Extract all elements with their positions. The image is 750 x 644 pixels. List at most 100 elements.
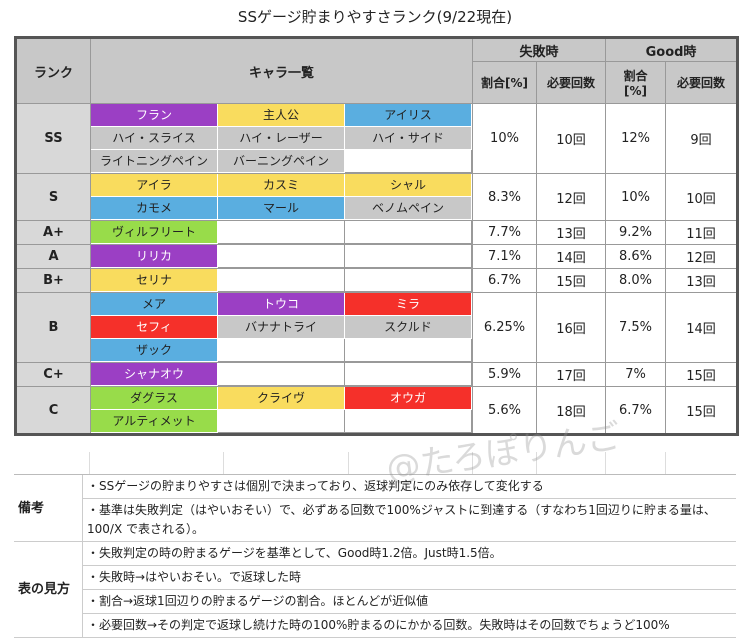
header-good-rate: 割合 [%] <box>605 61 667 104</box>
character-list: ヴィルフリート <box>90 220 473 245</box>
character-chip: スクルド <box>345 316 472 339</box>
empty-cell <box>345 410 472 433</box>
character-list: アイラ カスミ シャルカモメ マール ベノムペイン <box>90 173 473 221</box>
good-count-value: 15回 <box>665 362 739 387</box>
character-list: フラン 主人公 アイリスハイ・スライス ハイ・レーザー ハイ・サイドライトニングペインバ… <box>90 103 473 174</box>
character-chip: ハイ・スライス <box>91 127 218 150</box>
character-chip: ハイ・サイド <box>345 127 472 150</box>
note-text: ・SSゲージの貯まりやすさは個別で決まっており、返球判定にのみ依存して変化する <box>82 475 736 499</box>
character-chip: クライヴ <box>218 387 345 410</box>
empty-cell <box>218 339 345 362</box>
good-count-value: 12回 <box>665 244 739 269</box>
header-fail-count: 必要回数 <box>535 61 607 104</box>
empty-cell <box>345 269 472 292</box>
fail-count-value: 15回 <box>535 268 607 293</box>
good-count-value: 14回 <box>665 292 739 363</box>
empty-cell <box>345 363 472 386</box>
good-rate-value: 6.7% <box>605 386 667 435</box>
character-chip: ザック <box>91 339 218 362</box>
note-row: 表の見方 ・失敗判定の時の貯まるゲージを基準として、Good時1.2倍。Just時… <box>14 541 736 638</box>
character-chip: オウガ <box>345 387 472 410</box>
character-list: メア トウコ ミラ セフィ バナナトライ スクルド ザック <box>90 292 473 363</box>
character-chip: 主人公 <box>218 104 345 127</box>
empty-cell <box>218 269 345 292</box>
rank-row: C+ シャナオウ 5.9% 17回 7% 15回 <box>15 362 739 387</box>
character-chip: メア <box>91 293 218 316</box>
character-chip: シャル <box>345 174 472 197</box>
character-chip: フラン <box>91 104 218 127</box>
notes-table: 備考 ・SSゲージの貯まりやすさは個別で決まっており、返球判定にのみ依存して変化す… <box>14 475 736 638</box>
note-text: ・割合→返球1回辺りの貯まるゲージの割合。ほとんどが近似値 <box>82 589 736 614</box>
character-chip: カモメ <box>91 197 218 220</box>
empty-cell <box>218 221 345 244</box>
header-good: Good時 <box>605 37 739 62</box>
good-rate-value: 7% <box>605 362 667 387</box>
fail-count-value: 17回 <box>535 362 607 387</box>
header-fail: 失敗時 <box>471 37 607 62</box>
character-chip: ライトニングペイン <box>91 150 218 173</box>
good-rate-value: 7.5% <box>605 292 667 363</box>
fail-rate-value: 7.7% <box>472 220 537 245</box>
good-count-value: 13回 <box>665 268 739 293</box>
note-text: ・失敗判定の時の貯まるゲージを基準として、Good時1.2倍。Just時1.5倍… <box>82 541 736 566</box>
blank-row <box>14 452 736 475</box>
character-chip: ダグラス <box>91 387 218 410</box>
note-text: ・基準は失敗判定（はやいおそい）で、必ずある回数で100%ジャストに到達する（す… <box>82 498 736 542</box>
character-chip: シャナオウ <box>91 363 218 386</box>
note-text: ・失敗時→はやいおそい。で返球した時 <box>82 565 736 590</box>
note-label: 備考 <box>14 475 83 542</box>
rank-label: SS <box>15 103 91 174</box>
note-row: 備考 ・SSゲージの貯まりやすさは個別で決まっており、返球判定にのみ依存して変化す… <box>14 475 736 542</box>
character-list: シャナオウ <box>90 362 473 387</box>
fail-rate-value: 5.9% <box>472 362 537 387</box>
rank-label: C+ <box>15 362 91 387</box>
character-list: リリカ <box>90 244 473 269</box>
header-good-count: 必要回数 <box>665 61 739 104</box>
empty-cell <box>345 221 472 244</box>
character-chip: アルティメット <box>91 410 218 433</box>
character-chip: バナナトライ <box>218 316 345 339</box>
empty-cell <box>218 410 345 433</box>
note-text: ・必要回数→その判定で返球し続けた時の100%貯まるのにかかる回数。失敗時はその… <box>82 613 736 638</box>
rank-label: B <box>15 292 91 363</box>
good-count-value: 15回 <box>665 386 739 435</box>
character-chip: ヴィルフリート <box>91 221 218 244</box>
note-row: ・必要回数→その判定で返球し続けた時の100%貯まるのにかかる回数。失敗時はその… <box>14 613 736 638</box>
character-chip: アイラ <box>91 174 218 197</box>
character-chip: ハイ・レーザー <box>218 127 345 150</box>
character-chip: バーニングペイン <box>218 150 345 173</box>
fail-rate-value: 10% <box>472 103 537 174</box>
character-chip: マール <box>218 197 345 220</box>
character-chip: トウコ <box>218 293 345 316</box>
rank-row: A リリカ 7.1% 14回 8.6% 12回 <box>15 244 739 269</box>
rank-row: C ダグラス クライヴ オウガ アルティメット 5.6% 18回 6.7% 15回 <box>15 386 739 435</box>
good-count-value: 10回 <box>665 173 739 221</box>
fail-count-value: 16回 <box>535 292 607 363</box>
good-rate-value: 9.2% <box>605 220 667 245</box>
rank-row: B+ セリナ 6.7% 15回 8.0% 13回 <box>15 268 739 293</box>
rank-label: B+ <box>15 268 91 293</box>
fail-rate-value: 7.1% <box>472 244 537 269</box>
header-rank: ランク <box>15 37 91 104</box>
empty-cell <box>218 363 345 386</box>
note-row: ・割合→返球1回辺りの貯まるゲージの割合。ほとんどが近似値 <box>14 589 736 614</box>
fail-count-value: 10回 <box>535 103 607 174</box>
character-chip: カスミ <box>218 174 345 197</box>
rank-row: A+ ヴィルフリート 7.7% 13回 9.2% 11回 <box>15 220 739 245</box>
rank-label: S <box>15 173 91 221</box>
rank-row: B メア トウコ ミラ セフィ バナナトライ スクルド ザック 6.25% 16回 7.5% 14回 <box>15 292 739 363</box>
character-chip: セリナ <box>91 269 218 292</box>
character-chip: ベノムペイン <box>345 197 472 220</box>
character-list: ダグラス クライヴ オウガアルティメット <box>90 386 473 435</box>
rank-row: SS フラン 主人公 アイリスハイ・スライス ハイ・レーザー ハイ・サイドライトニングペイ… <box>15 103 739 174</box>
character-list: セリナ <box>90 268 473 293</box>
character-chip: アイリス <box>345 104 472 127</box>
good-rate-value: 10% <box>605 173 667 221</box>
fail-count-value: 14回 <box>535 244 607 269</box>
note-label: 表の見方 <box>14 541 83 638</box>
good-rate-value: 8.6% <box>605 244 667 269</box>
rank-row: S アイラ カスミ シャル カモメ マール ベノムペイン 8.3% 12回 10% 10回 <box>15 173 739 221</box>
header-chars: キャラ一覧 <box>90 37 473 104</box>
note-row: ・基準は失敗判定（はやいおそい）で、必ずある回数で100%ジャストに到達する（す… <box>14 498 736 542</box>
fail-count-value: 18回 <box>535 386 607 435</box>
